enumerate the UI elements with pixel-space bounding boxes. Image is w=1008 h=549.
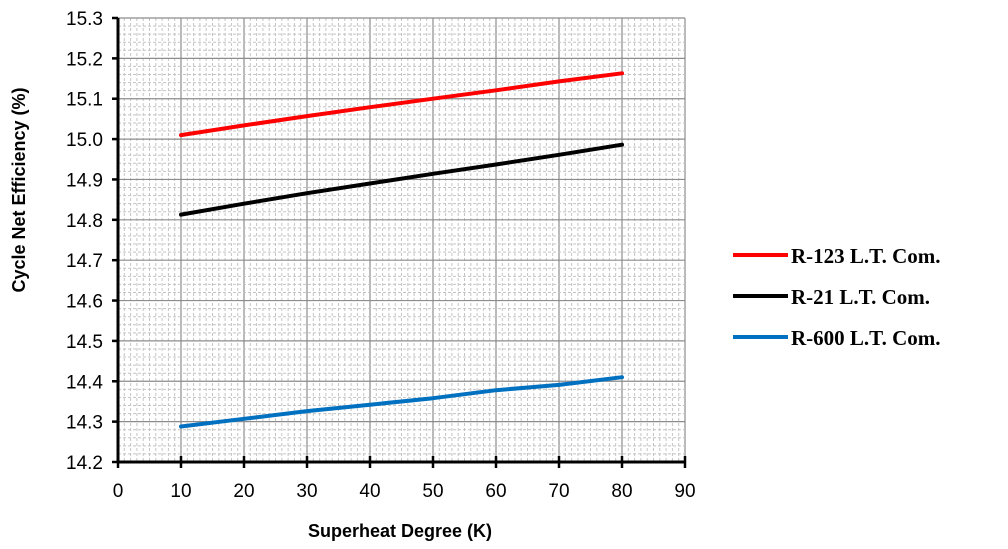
x-tick-label: 30	[296, 481, 317, 502]
x-tick-label: 0	[113, 481, 124, 502]
y-tick-label: 14.4	[66, 372, 103, 393]
series-line-1	[179, 71, 624, 138]
y-tick-label: 14.3	[66, 413, 103, 434]
y-tick-label: 14.6	[66, 292, 103, 313]
x-tick-label: 60	[485, 481, 506, 502]
chart-series	[179, 71, 624, 429]
x-tick-label: 80	[611, 481, 632, 502]
y-tick-label: 15.2	[66, 49, 103, 70]
chart-grid	[117, 17, 686, 463]
x-tick-label: 50	[422, 481, 443, 502]
chart-axes: 0 10 20 30 40 50 60 70 80 90 14.2 14.3 14.4 14.5 14.6 1…	[66, 9, 696, 502]
y-tick-label: 15.1	[66, 90, 103, 111]
y-tick-label: 15.0	[66, 130, 103, 151]
x-tick-label: 90	[674, 481, 695, 502]
x-tick-label: 10	[170, 481, 191, 502]
y-tick-label: 14.8	[66, 211, 103, 232]
x-axis-title: Superheat Degree (K)	[308, 521, 492, 541]
series-line-3	[179, 375, 624, 429]
series-line-2	[179, 142, 624, 217]
x-tick-label: 40	[359, 481, 380, 502]
legend-label-3: R-600 L.T. Com.	[791, 326, 941, 350]
legend-label-2: R-21 L.T. Com.	[791, 285, 930, 309]
y-tick-label: 15.3	[66, 9, 103, 30]
y-tick-label: 14.7	[66, 251, 103, 272]
x-tick-label: 70	[548, 481, 569, 502]
legend-label-1: R-123 L.T. Com.	[791, 244, 941, 268]
y-tick-label: 14.9	[66, 170, 103, 191]
y-axis-title: Cycle Net Efficiency (%)	[9, 87, 29, 292]
x-tick-label: 20	[233, 481, 254, 502]
y-tick-label: 14.2	[66, 453, 103, 474]
chart-legend: R-123 L.T. Com. R-21 L.T. Com. R-600 L.T. …	[733, 244, 941, 350]
y-tick-label: 14.5	[66, 332, 103, 353]
